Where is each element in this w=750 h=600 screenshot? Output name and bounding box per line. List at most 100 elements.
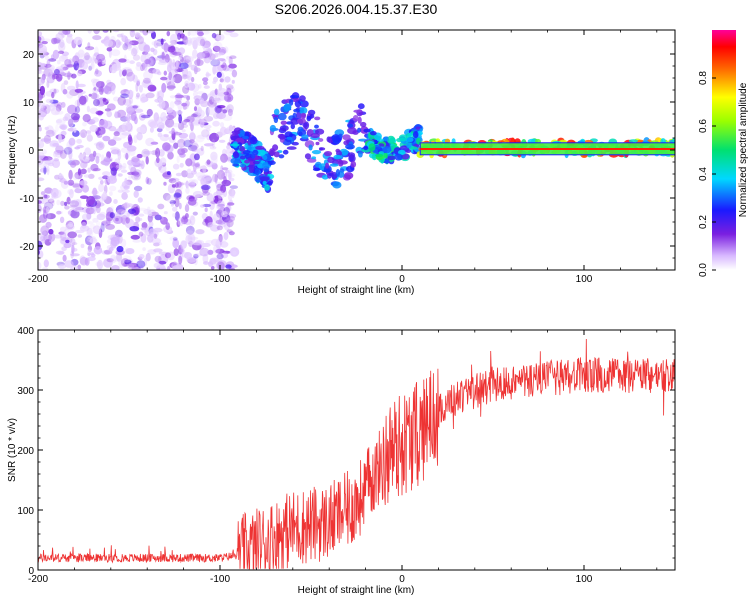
- spectrogram-cell: [231, 79, 235, 84]
- snr-ticks: -200 -100 0 100 0 100 200 300 400: [17, 326, 675, 585]
- spectrogram-cell: [192, 49, 198, 59]
- spectrogram-cell: [120, 238, 127, 248]
- spectrogram-cell: [43, 104, 51, 115]
- spectrogram-cell: [205, 71, 210, 79]
- spectrogram-cell: [51, 73, 56, 80]
- spectrogram-cell: [95, 110, 104, 116]
- spectrogram-cell: [219, 236, 223, 246]
- colorbar-tick-label: 0.0: [698, 263, 709, 277]
- spectrogram-cell: [169, 40, 176, 44]
- spectrogram-cell: [87, 132, 92, 140]
- spectrogram-cell: [193, 95, 203, 101]
- spectrogram-cell: [193, 153, 200, 161]
- spectrogram-cell: [85, 207, 95, 215]
- snr-series-line: [38, 338, 675, 570]
- spectrogram-cell: [102, 30, 109, 33]
- spectrogram-cell: [38, 151, 45, 160]
- spectrogram-cell: [200, 192, 206, 196]
- spectrogram-cell: [49, 67, 55, 75]
- spectrogram-cell: [140, 233, 147, 243]
- spectrogram-cell: [81, 61, 89, 70]
- spectrogram-cell: [178, 202, 182, 210]
- spectrogram-cell: [145, 253, 151, 262]
- spectrogram-cell: [51, 189, 62, 199]
- spectrogram-cell: [113, 135, 117, 140]
- spectrogram-cell: [52, 49, 60, 60]
- snr-panel: -200 -100 0 100 0 100 200 300 400 Height of stra…: [7, 326, 676, 596]
- spectrogram-cell: [153, 227, 163, 233]
- spectrogram-cell: [190, 76, 195, 83]
- spectrogram-cell: [163, 211, 168, 215]
- spectrogram-cell: [144, 59, 151, 65]
- spectrogram-cell: [40, 138, 51, 142]
- spectrogram-cell: [114, 158, 121, 165]
- spectrogram-cell: [300, 112, 306, 120]
- spectrogram-cell: [157, 90, 164, 100]
- spectrogram-cell: [332, 181, 342, 189]
- spectrogram-cell: [375, 153, 384, 158]
- spectrogram-cell: [38, 162, 47, 169]
- chart-title: S206.2026.004.15.37.E30: [275, 1, 438, 17]
- spectrogram-cell: [152, 68, 161, 75]
- spectrogram-cell: [87, 244, 93, 253]
- spectrogram-cell: [209, 200, 215, 210]
- spectrogram-cell: [106, 47, 113, 52]
- spectrogram-cell: [160, 38, 164, 45]
- spectrogram-cell: [188, 120, 193, 127]
- spectrogram-cell: [183, 35, 189, 46]
- spectrogram-cell: [215, 181, 223, 187]
- spectrogram-cell: [110, 167, 118, 176]
- spectrogram-cell: [115, 164, 123, 168]
- spectrogram-cell: [345, 144, 355, 150]
- spectrogram-cell: [58, 50, 65, 54]
- spectrogram-cell: [140, 114, 151, 119]
- spectrogram-cell: [208, 96, 215, 105]
- spectrogram-cell: [304, 153, 312, 160]
- spectrogram-cell: [45, 221, 52, 228]
- spectrogram-cell: [286, 146, 297, 150]
- spectrogram-cell: [232, 163, 240, 167]
- spectrogram-cell: [70, 237, 76, 247]
- spectrogram-cell: [273, 151, 280, 158]
- x-tick-label: 0: [399, 274, 405, 285]
- spectrogram-cell: [181, 102, 188, 107]
- spectrogram-cell: [107, 103, 116, 111]
- spectrogram-cell: [223, 46, 229, 54]
- spectrogram-cell: [291, 95, 299, 99]
- spectrogram-cell: [153, 248, 163, 253]
- spectrogram-cell: [78, 154, 84, 159]
- spectrogram-cell: [60, 231, 67, 242]
- spectrogram-cell: [145, 92, 155, 99]
- spectrogram-cell: [222, 109, 228, 114]
- spectrogram-cell: [216, 169, 225, 180]
- spectrogram-cell: [102, 171, 111, 177]
- spectrogram-cell: [357, 116, 362, 124]
- spectrogram-cell: [226, 84, 234, 90]
- spectrogram-cell: [133, 134, 138, 144]
- spectrogram-cell: [172, 265, 180, 270]
- spectrogram-cell: [228, 231, 235, 236]
- spectrogram-cell: [132, 54, 141, 61]
- spectrogram-cell: [172, 163, 180, 170]
- spectrogram-cell: [73, 36, 83, 46]
- spectrogram-cell: [90, 61, 95, 70]
- spectrogram-cell: [347, 123, 354, 128]
- spectrogram-cell: [67, 118, 74, 127]
- spectrogram-cell: [242, 135, 249, 140]
- x-tick-label: 0: [399, 574, 405, 585]
- spectrogram-cell: [80, 129, 87, 139]
- spectrogram-cell: [318, 138, 324, 142]
- spectrogram-cell: [96, 220, 101, 227]
- spectrogram-cell: [202, 77, 209, 82]
- spectrogram-cell: [76, 98, 81, 108]
- spectrogram-cell: [187, 31, 191, 37]
- spectrogram-cell: [146, 178, 152, 185]
- spectrogram-cell: [143, 257, 148, 267]
- spectrogram-cell: [191, 145, 198, 153]
- spectrogram-cell: [225, 173, 236, 178]
- spectrogram-cell: [211, 32, 217, 39]
- spectrogram-cell: [174, 197, 180, 208]
- spectrogram-cell: [164, 252, 172, 259]
- spectrogram-cell: [174, 211, 180, 221]
- spectrogram-cell: [169, 200, 176, 205]
